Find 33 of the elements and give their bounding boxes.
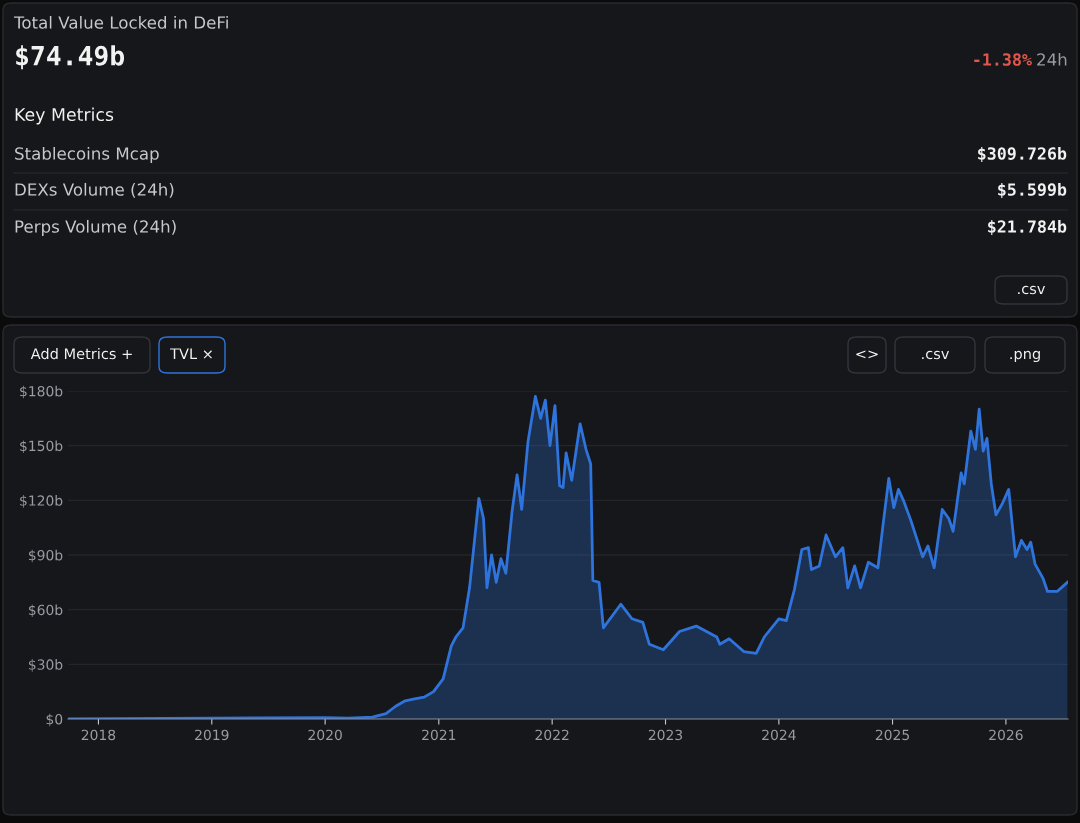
text: Key Metrics: [15, 107, 114, 125]
x-tick-label: 2024: [762, 729, 796, 741]
text: .csv: [922, 350, 950, 360]
x-tick-label: 2018: [81, 729, 116, 741]
y-tick-label: $0: [46, 713, 63, 727]
x-tick-label: 2019: [195, 729, 229, 741]
text: Stablecoins Mcap: [15, 146, 159, 164]
y-tick-label: $180b: [20, 385, 63, 399]
text: 24h: [1037, 52, 1067, 66]
text: $21.784b: [988, 219, 1067, 236]
text: Perps Volume (24h): [15, 219, 176, 237]
text: Add Metrics +: [30, 347, 132, 360]
y-tick-label: $120b: [20, 495, 63, 508]
text: $309.726b: [978, 146, 1067, 163]
x-tick-label: 2023: [648, 729, 683, 741]
y-tick-label: $60b: [28, 604, 63, 617]
text: .csv: [1018, 285, 1046, 295]
text: $5.599b: [998, 182, 1067, 199]
x-tick-label: 2026: [989, 729, 1023, 741]
text: <>: [856, 350, 878, 359]
y-tick-label: $30b: [28, 659, 63, 672]
x-tick-label: 2022: [535, 729, 569, 741]
x-tick-label: 2025: [875, 729, 909, 741]
text: -1.38%: [974, 53, 1032, 66]
x-tick-label: 2020: [308, 729, 342, 741]
text: DEXs Volume (24h): [15, 182, 174, 198]
text: $74.49b: [16, 45, 125, 70]
y-tick-label: $150b: [20, 440, 63, 453]
x-tick-label: 2021: [422, 729, 456, 741]
text: Total Value Locked in DeFi: [13, 15, 228, 29]
y-tick-label: $90b: [28, 549, 63, 563]
text: .png: [1010, 350, 1040, 363]
text: TVL ×: [170, 348, 212, 360]
